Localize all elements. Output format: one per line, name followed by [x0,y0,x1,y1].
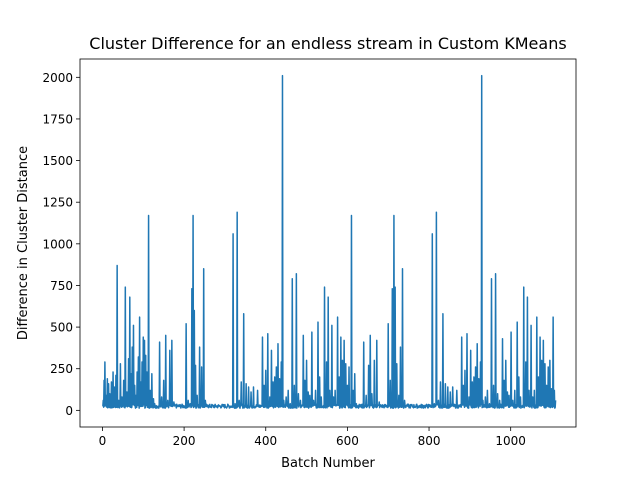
axes: 0 200 400 600 800 1000 0 250 500 750 1000 1250 1500 1… [42,58,577,448]
y-tick-label: 0 [65,404,73,418]
y-tick-label: 1750 [42,112,73,126]
y-tick-label: 1250 [42,196,73,210]
y-tick-label: 500 [50,321,73,335]
x-axis-label: Batch Number [281,456,375,471]
plot-area [102,74,557,409]
chart-title: Cluster Difference for an endless stream… [89,34,566,53]
x-tick-label: 1000 [495,434,526,448]
y-axis-label: Difference in Cluster Distance [16,146,31,340]
y-tick-label: 750 [50,279,73,293]
y-tick-label: 1000 [42,237,73,251]
y-tick-label: 250 [50,362,73,376]
x-tick-label: 400 [254,434,277,448]
x-tick-label: 600 [336,434,359,448]
y-tick-label: 2000 [42,71,73,85]
x-tick-label: 200 [173,434,196,448]
x-tick-label: 0 [99,434,107,448]
series-line-0 [102,74,557,409]
x-tick-label: 800 [418,434,441,448]
axes-frame [79,58,577,428]
y-tick-label: 1500 [42,154,73,168]
